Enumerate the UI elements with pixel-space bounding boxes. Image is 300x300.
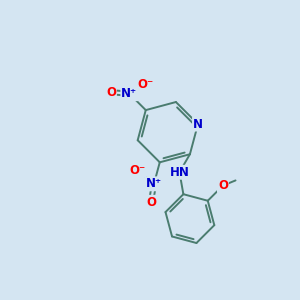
Text: O⁻: O⁻: [138, 78, 154, 91]
Text: O: O: [146, 196, 156, 209]
Text: O: O: [218, 179, 228, 192]
Text: O⁻: O⁻: [130, 164, 146, 177]
Text: HN: HN: [169, 166, 189, 179]
Text: N⁺: N⁺: [146, 177, 162, 190]
Text: N⁺: N⁺: [121, 87, 137, 100]
Text: N: N: [193, 118, 203, 130]
Text: O: O: [106, 86, 116, 99]
